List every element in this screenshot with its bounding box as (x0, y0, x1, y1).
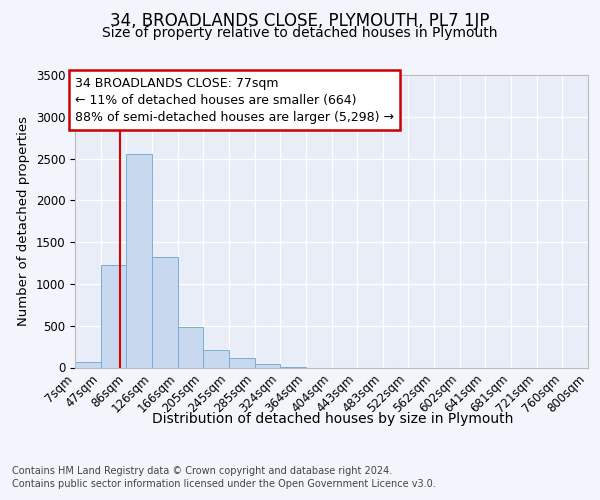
Bar (126, 154, 152, 368)
Bar (75, 362, 101, 368)
Bar (178, 326, 203, 368)
Text: 34 BROADLANDS CLOSE: 77sqm
← 11% of detached houses are smaller (664)
88% of sem: 34 BROADLANDS CLOSE: 77sqm ← 11% of deta… (75, 76, 394, 124)
Text: Contains public sector information licensed under the Open Government Licence v3: Contains public sector information licen… (12, 479, 436, 489)
Text: Size of property relative to detached houses in Plymouth: Size of property relative to detached ho… (102, 26, 498, 40)
Y-axis label: Number of detached properties: Number of detached properties (17, 116, 30, 326)
Bar (229, 358, 255, 368)
Text: Distribution of detached houses by size in Plymouth: Distribution of detached houses by size … (152, 412, 514, 426)
Bar (101, 264, 126, 368)
Text: 34, BROADLANDS CLOSE, PLYMOUTH, PL7 1JP: 34, BROADLANDS CLOSE, PLYMOUTH, PL7 1JP (110, 12, 490, 30)
Bar (152, 257, 178, 368)
Bar (255, 364, 280, 368)
Bar (203, 350, 229, 368)
Text: Contains HM Land Registry data © Crown copyright and database right 2024.: Contains HM Land Registry data © Crown c… (12, 466, 392, 476)
